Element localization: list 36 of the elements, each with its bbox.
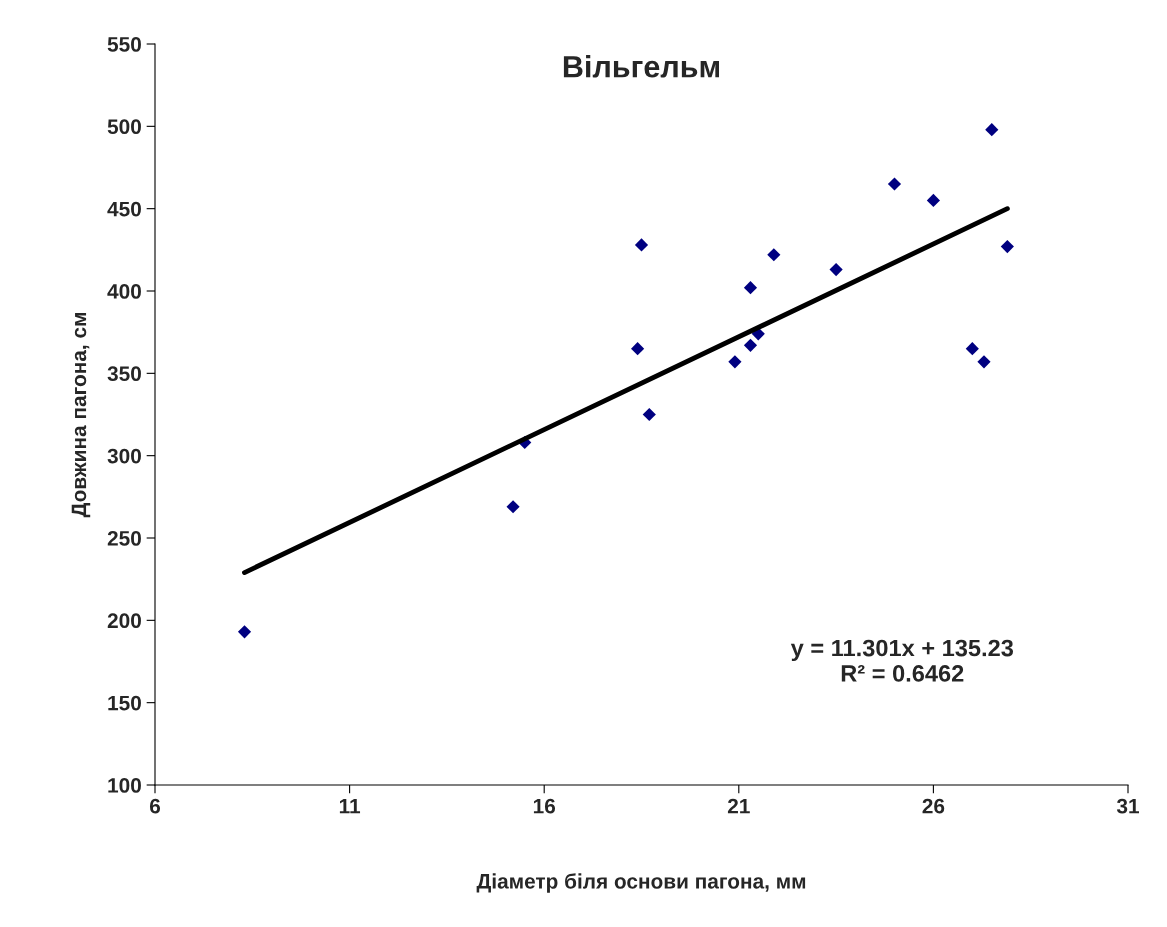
point [642,407,656,422]
point [985,123,999,137]
point [743,281,758,295]
y-axis-title: Довжина пагона, см [71,312,91,518]
y-tick-label: 400 [107,284,141,299]
y-tick-label: 550 [107,37,141,52]
point [926,193,940,208]
x-axis-title: Діаметр біля основи пагона, мм [476,873,806,893]
point [767,248,781,262]
point [1000,239,1014,254]
point [634,238,649,252]
point [506,500,520,514]
annotation: y = 11.301x + 135.23 R² = 0.6462 [790,639,1014,682]
point [728,355,742,369]
y-tick-label: 300 [107,448,141,464]
y-tick-label: 150 [108,695,141,711]
point [631,342,645,356]
y-tick-label: 100 [108,778,141,793]
x-tick-label: 26 [922,798,945,814]
x-tick-label: 31 [1116,798,1140,814]
x-tick-label: 6 [149,798,161,814]
y-tick-label: 500 [107,119,141,135]
y-tick-label: 250 [107,531,141,546]
point [887,177,902,191]
point [977,355,991,369]
point [965,342,979,356]
point [237,625,252,639]
point [829,263,843,277]
x-tick-label: 16 [533,798,556,814]
point [743,338,758,352]
y-tick-label: 450 [107,201,141,217]
chart-title: Вільгельм [563,55,719,78]
x-tick-label: 21 [727,798,750,814]
x-tick-label: 11 [339,798,361,814]
y-tick-label: 350 [107,366,141,382]
y-tick-label: 200 [107,613,141,629]
